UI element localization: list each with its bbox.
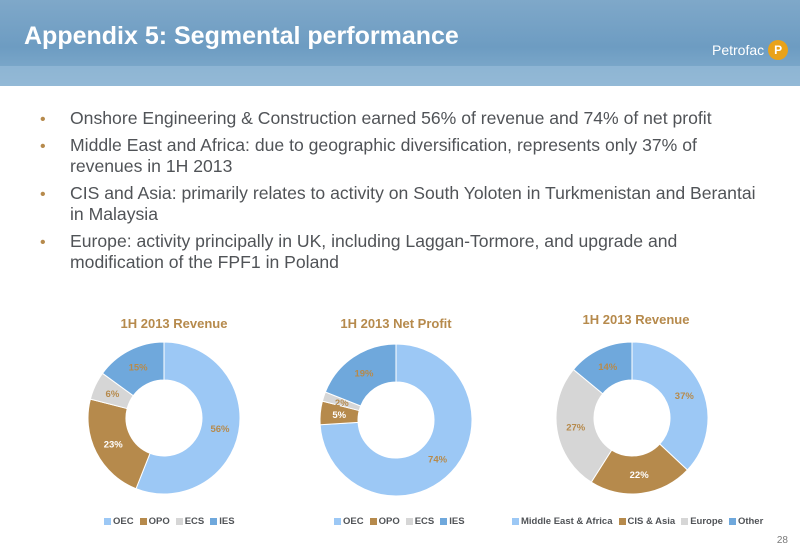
data-label-revenue-geography: 14% bbox=[598, 362, 618, 373]
bullet-dot-icon: • bbox=[40, 234, 46, 251]
data-label-net-profit: 74% bbox=[428, 455, 448, 466]
chart-title-revenue-geography: 1H 2013 Revenue bbox=[582, 312, 690, 327]
legend-item: ECS bbox=[405, 516, 435, 527]
legend-swatch bbox=[618, 518, 626, 525]
bullet-item: • Onshore Engineering & Construction earn… bbox=[40, 108, 760, 129]
legend-label: OEC bbox=[343, 516, 364, 527]
bullet-text: CIS and Asia: primarily relates to activ… bbox=[70, 183, 756, 224]
legend-label: Europe bbox=[690, 516, 723, 527]
bullet-dot-icon: • bbox=[40, 186, 46, 203]
data-label-net-profit: 19% bbox=[354, 368, 374, 379]
petrofac-logo: Petrofac P bbox=[712, 38, 789, 62]
legend-swatch bbox=[210, 518, 218, 525]
legend-label: OEC bbox=[113, 516, 134, 527]
legend-swatch bbox=[512, 518, 519, 525]
bullet-text: Onshore Engineering & Construction earne… bbox=[70, 108, 712, 128]
page-number: 28 bbox=[776, 535, 788, 546]
chart-legend-revenue-segment: OEC OPO ECS IES bbox=[104, 516, 241, 527]
data-label-revenue-segment: 6% bbox=[106, 389, 120, 400]
legend-item: Middle East & Africa bbox=[512, 516, 613, 527]
legend-swatch bbox=[681, 518, 689, 525]
legend-label: OPO bbox=[378, 516, 400, 527]
legend-label: ECS bbox=[414, 516, 435, 527]
data-label-revenue-geography: 22% bbox=[630, 470, 650, 481]
legend-item: OEC bbox=[104, 516, 134, 527]
data-label-revenue-segment: 23% bbox=[104, 439, 124, 450]
legend-swatch bbox=[369, 518, 377, 525]
data-label-revenue-segment: 15% bbox=[129, 363, 149, 374]
logo-text: Petrofac bbox=[712, 42, 765, 58]
donut-slice-revenue-geography-other bbox=[572, 341, 633, 395]
donut-slice-net-profit-oec bbox=[319, 343, 473, 497]
donut-slice-revenue-geography-middle-east-africa bbox=[631, 341, 709, 471]
legend-label: IES bbox=[219, 516, 235, 527]
data-label-revenue-segment: 56% bbox=[210, 424, 230, 435]
logo-mark-letter: P bbox=[774, 43, 783, 57]
donut-slice-revenue-segment-opo bbox=[87, 398, 151, 490]
donut-slice-revenue-segment-oec bbox=[135, 341, 241, 495]
legend-swatch bbox=[334, 518, 341, 525]
data-label-net-profit: 5% bbox=[332, 410, 346, 421]
legend-swatch bbox=[139, 518, 147, 525]
donut-slice-net-profit-ies bbox=[324, 343, 397, 407]
bullet-item: • Europe: activity principally in UK, inc… bbox=[40, 231, 760, 273]
legend-item: IES bbox=[210, 516, 235, 527]
legend-item: Europe bbox=[681, 516, 723, 527]
bullet-text: Europe: activity principally in UK, incl… bbox=[70, 231, 678, 272]
header-stripe bbox=[0, 66, 800, 86]
data-label-revenue-geography: 27% bbox=[566, 422, 586, 433]
legend-item: OPO bbox=[139, 516, 170, 527]
logo-mark-icon: P bbox=[768, 40, 789, 60]
donut-slice-revenue-segment-ies bbox=[101, 341, 165, 397]
legend-label: OPO bbox=[148, 516, 170, 527]
legend-label: Other bbox=[737, 516, 764, 527]
bullet-list: • Onshore Engineering & Construction earn… bbox=[40, 108, 760, 279]
legend-item: ECS bbox=[175, 516, 205, 527]
legend-item: Other bbox=[728, 516, 764, 527]
bullet-item: • Middle East and Africa: due to geograph… bbox=[40, 135, 760, 177]
legend-swatch bbox=[104, 518, 111, 525]
legend-label: IES bbox=[449, 516, 465, 527]
legend-label: ECS bbox=[184, 516, 205, 527]
donut-slice-revenue-geography-europe bbox=[555, 368, 613, 483]
legend-item: OEC bbox=[334, 516, 364, 527]
legend-item: CIS & Asia bbox=[618, 516, 676, 527]
data-label-revenue-geography: 37% bbox=[675, 391, 695, 402]
legend-item: OPO bbox=[369, 516, 400, 527]
chart-title-revenue-segment: 1H 2013 Revenue bbox=[120, 316, 228, 331]
bullet-text: Middle East and Africa: due to geographi… bbox=[70, 135, 697, 176]
chart-legend-revenue-geography: Middle East & Africa CIS & Asia Europe Othe… bbox=[512, 516, 769, 527]
bullet-dot-icon: • bbox=[40, 138, 46, 155]
data-label-net-profit: 2% bbox=[335, 398, 349, 409]
bullet-dot-icon: • bbox=[40, 111, 46, 128]
legend-item: IES bbox=[440, 516, 465, 527]
page-title: Appendix 5: Segmental performance bbox=[24, 22, 459, 50]
legend-swatch bbox=[728, 518, 736, 525]
legend-swatch bbox=[175, 518, 183, 525]
chart-legend-net-profit: OEC OPO ECS IES bbox=[334, 516, 471, 527]
legend-swatch bbox=[440, 518, 448, 525]
legend-swatch bbox=[405, 518, 413, 525]
legend-label: Middle East & Africa bbox=[521, 516, 613, 527]
chart-title-net-profit: 1H 2013 Net Profit bbox=[340, 316, 452, 331]
legend-label: CIS & Asia bbox=[627, 516, 676, 527]
bullet-item: • CIS and Asia: primarily relates to acti… bbox=[40, 183, 760, 225]
